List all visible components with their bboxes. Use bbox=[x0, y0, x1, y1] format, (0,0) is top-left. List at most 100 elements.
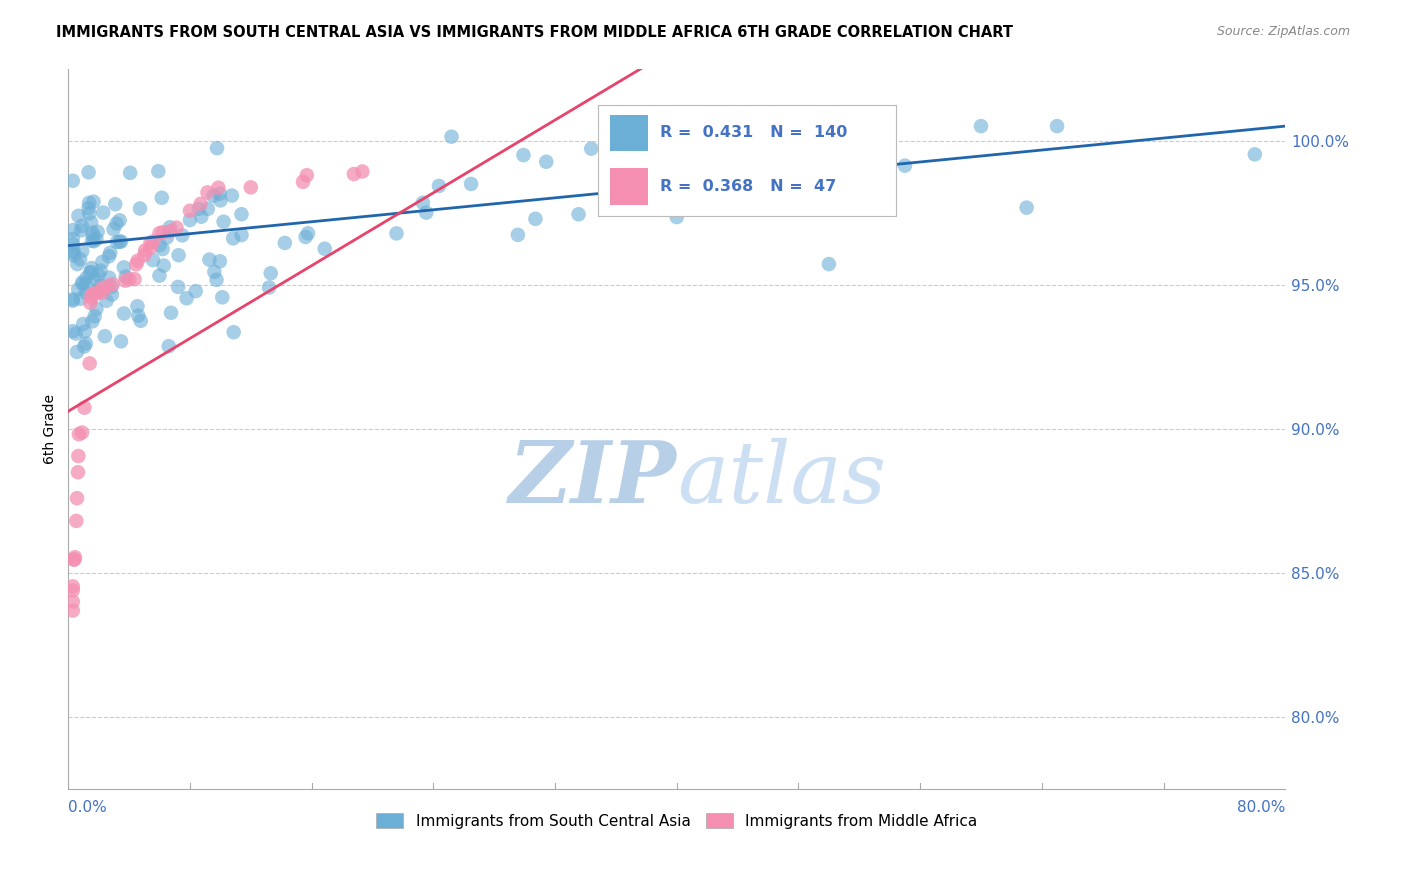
Point bbox=[512, 148, 534, 162]
Point bbox=[82, 228, 104, 243]
Point bbox=[202, 265, 225, 279]
Point bbox=[440, 129, 463, 144]
Point bbox=[79, 296, 101, 310]
Point bbox=[76, 270, 98, 285]
Point bbox=[79, 266, 101, 280]
Point bbox=[202, 188, 225, 202]
Point bbox=[70, 223, 93, 237]
Point bbox=[62, 237, 84, 252]
Point bbox=[257, 280, 280, 294]
Point bbox=[83, 286, 105, 301]
Point bbox=[207, 180, 229, 194]
Point bbox=[1243, 147, 1265, 161]
Point bbox=[818, 257, 841, 271]
Point bbox=[1015, 201, 1038, 215]
Point bbox=[208, 186, 231, 201]
Point bbox=[166, 220, 188, 235]
Point bbox=[67, 427, 90, 442]
Point bbox=[72, 276, 94, 290]
Point bbox=[581, 142, 603, 156]
Point bbox=[129, 314, 152, 328]
Point bbox=[127, 299, 149, 313]
Point bbox=[67, 282, 90, 296]
Point bbox=[69, 252, 91, 267]
Point bbox=[894, 159, 917, 173]
Point bbox=[72, 277, 94, 291]
Point bbox=[82, 314, 104, 328]
Point bbox=[108, 235, 131, 249]
Point bbox=[100, 280, 122, 294]
Point bbox=[172, 228, 194, 243]
Point bbox=[160, 306, 183, 320]
Point bbox=[211, 290, 233, 304]
Point bbox=[152, 259, 174, 273]
Point bbox=[427, 178, 450, 193]
Point bbox=[536, 154, 558, 169]
Point bbox=[221, 188, 243, 202]
Point bbox=[139, 235, 162, 250]
Point bbox=[90, 264, 112, 278]
Point bbox=[86, 301, 108, 316]
Point bbox=[208, 254, 231, 268]
Point bbox=[148, 164, 170, 178]
Point bbox=[67, 209, 90, 223]
Point bbox=[104, 197, 127, 211]
Point bbox=[73, 325, 96, 339]
Point bbox=[65, 326, 87, 341]
Point bbox=[98, 245, 121, 260]
Point bbox=[231, 207, 253, 221]
Point bbox=[148, 226, 170, 240]
Point bbox=[190, 210, 212, 224]
Point bbox=[79, 356, 101, 370]
Point bbox=[142, 235, 165, 249]
Text: ZIP: ZIP bbox=[509, 437, 676, 521]
Point bbox=[187, 202, 209, 216]
Point bbox=[139, 241, 162, 255]
Point bbox=[77, 201, 100, 215]
Point bbox=[73, 401, 96, 415]
Point bbox=[114, 269, 136, 284]
Point bbox=[91, 285, 114, 300]
Point bbox=[83, 234, 105, 248]
Point bbox=[159, 224, 181, 238]
Point bbox=[70, 219, 93, 233]
Point bbox=[67, 449, 90, 463]
Point bbox=[82, 226, 104, 240]
Point bbox=[98, 249, 121, 263]
Point bbox=[190, 196, 212, 211]
Point bbox=[756, 181, 779, 195]
Point bbox=[152, 225, 174, 239]
Point bbox=[167, 248, 190, 262]
Point bbox=[148, 268, 170, 283]
Text: Source: ZipAtlas.com: Source: ZipAtlas.com bbox=[1216, 25, 1350, 38]
Point bbox=[167, 280, 190, 294]
Point bbox=[79, 206, 101, 220]
Point bbox=[343, 167, 366, 181]
Point bbox=[295, 168, 318, 182]
Point bbox=[222, 325, 245, 339]
Point bbox=[460, 177, 482, 191]
Point bbox=[108, 213, 131, 227]
Point bbox=[198, 252, 221, 267]
Point bbox=[197, 186, 219, 200]
Point bbox=[297, 227, 319, 241]
Point bbox=[205, 141, 228, 155]
Point bbox=[150, 191, 173, 205]
Point bbox=[274, 235, 297, 250]
Point bbox=[62, 232, 84, 246]
Point bbox=[385, 227, 408, 241]
Point bbox=[231, 228, 253, 243]
Point bbox=[86, 284, 108, 298]
Point bbox=[80, 287, 103, 301]
Point bbox=[98, 270, 121, 285]
Point bbox=[260, 266, 283, 280]
Point bbox=[91, 205, 114, 219]
Point bbox=[352, 164, 374, 178]
Point bbox=[75, 277, 97, 292]
Point bbox=[75, 285, 97, 300]
Point bbox=[66, 465, 89, 479]
Point bbox=[176, 291, 198, 305]
Point bbox=[87, 268, 110, 282]
Point bbox=[63, 550, 86, 565]
Point bbox=[62, 583, 84, 598]
